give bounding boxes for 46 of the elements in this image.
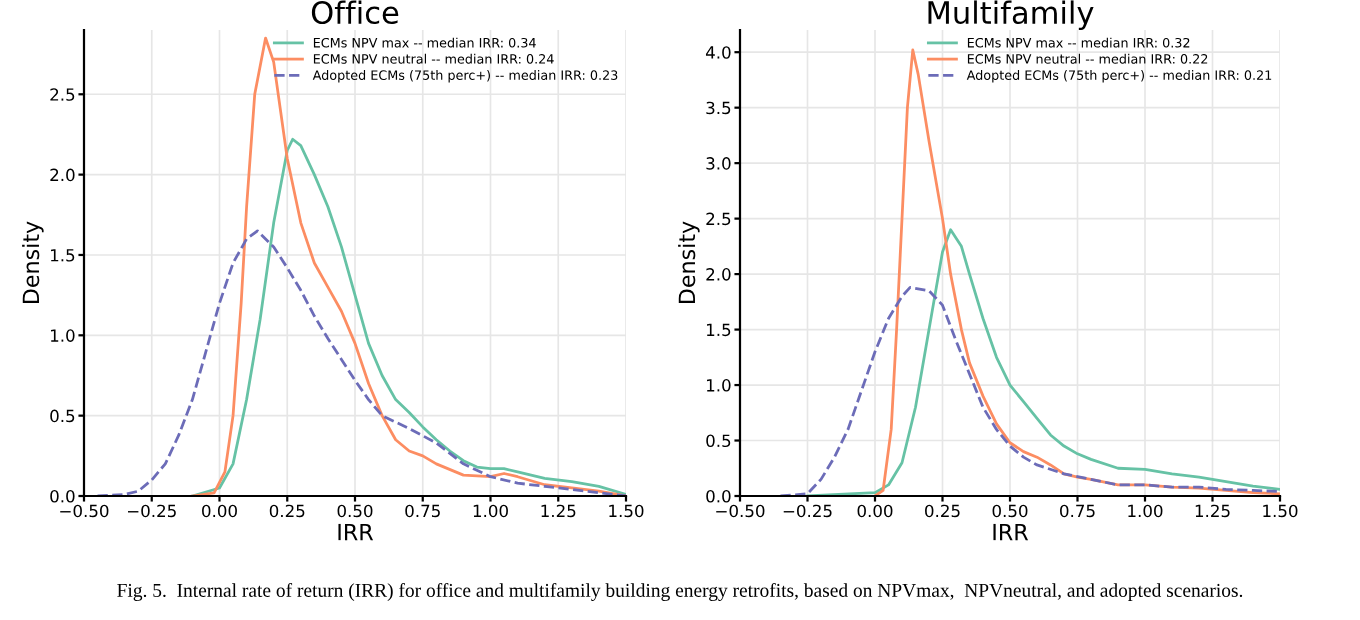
y-tick-label: 3.0	[706, 157, 731, 170]
x-tick-label: −0.25	[783, 504, 832, 518]
y-axis-title: Density	[22, 221, 44, 304]
y-tick-label: 4.0	[705, 46, 731, 59]
x-tick-label: −0.50	[60, 504, 109, 518]
chart-title: Multifamily	[928, 0, 1094, 30]
line-series	[779, 286, 1280, 496]
x-tick-label: 1.25	[541, 504, 576, 518]
x-tick-label: 0.50	[337, 504, 373, 518]
x-tick-label: 1.00	[1128, 504, 1163, 518]
line-series	[873, 48, 1280, 496]
x-axis-title: IRR	[338, 523, 374, 541]
line-series	[191, 36, 626, 496]
y-tick-label: 0.5	[706, 434, 731, 448]
y-tick-label: 2.0	[706, 268, 731, 281]
y-tick-label: 1.0	[706, 379, 731, 392]
line-series	[96, 229, 626, 496]
x-tick-label: 0.00	[202, 504, 237, 518]
x-axis-title: IRR	[993, 523, 1029, 541]
y-tick-label: 0.0	[50, 489, 75, 503]
x-tick-label: 0.00	[857, 504, 893, 518]
y-tick-label: 2.5	[50, 88, 75, 101]
x-tick-label: −0.50	[716, 504, 765, 518]
y-tick-label: 2.5	[706, 212, 731, 226]
y-tick-label: 1.0	[50, 329, 75, 342]
x-tick-label: 1.50	[1263, 504, 1298, 518]
y-axis-title: Density	[678, 221, 700, 304]
x-tick-label: 0.25	[925, 504, 960, 518]
x-tick-label: 0.75	[405, 504, 440, 518]
x-tick-label: 1.00	[473, 504, 508, 518]
y-tick-label: 0.0	[706, 489, 731, 503]
x-tick-label: 1.50	[609, 504, 644, 518]
x-tick-label: −0.25	[127, 504, 176, 518]
chart-title: Office	[311, 0, 399, 25]
y-tick-label: 0.5	[50, 409, 75, 423]
line-series	[191, 137, 626, 496]
y-tick-label: 1.5	[50, 249, 75, 262]
y-tick-label: 3.5	[706, 101, 731, 115]
x-tick-label: 0.50	[992, 504, 1028, 518]
x-tick-label: 1.25	[1195, 504, 1230, 518]
y-tick-label: 2.0	[50, 168, 75, 182]
line-series	[806, 228, 1280, 496]
caption: Fig. 5. Internal rate of return (IRR) for office and multifamily building energy retrofits, based on NPVmax, NPVneutral, and adopted scenarios.	[117, 583, 1243, 601]
y-tick-label: 1.5	[706, 323, 731, 337]
x-tick-label: 0.25	[269, 504, 305, 518]
x-tick-label: 0.75	[1060, 504, 1095, 518]
